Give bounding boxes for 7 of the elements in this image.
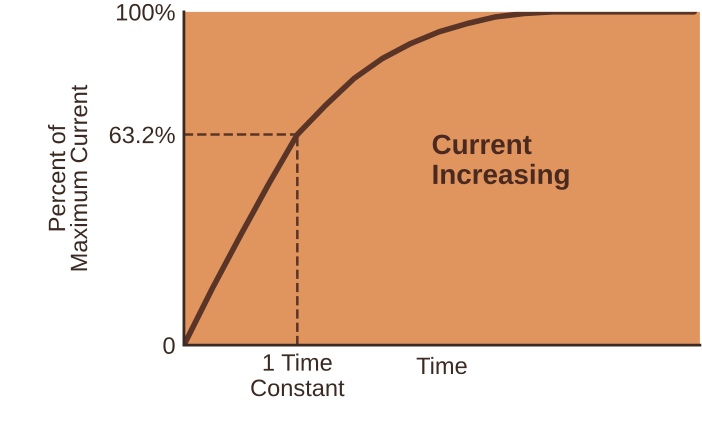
y-tick-label: 63.2% xyxy=(110,126,175,144)
x-axis-title: Time xyxy=(416,356,467,374)
y-tick-label: 100% xyxy=(117,4,175,21)
y-axis-title: Percent of Maximum Current xyxy=(48,84,88,270)
y-tick-label: 0 xyxy=(163,337,175,354)
x-tick-label: 1 Time Constant xyxy=(251,354,344,396)
annotation: Current Increasing xyxy=(432,134,569,190)
